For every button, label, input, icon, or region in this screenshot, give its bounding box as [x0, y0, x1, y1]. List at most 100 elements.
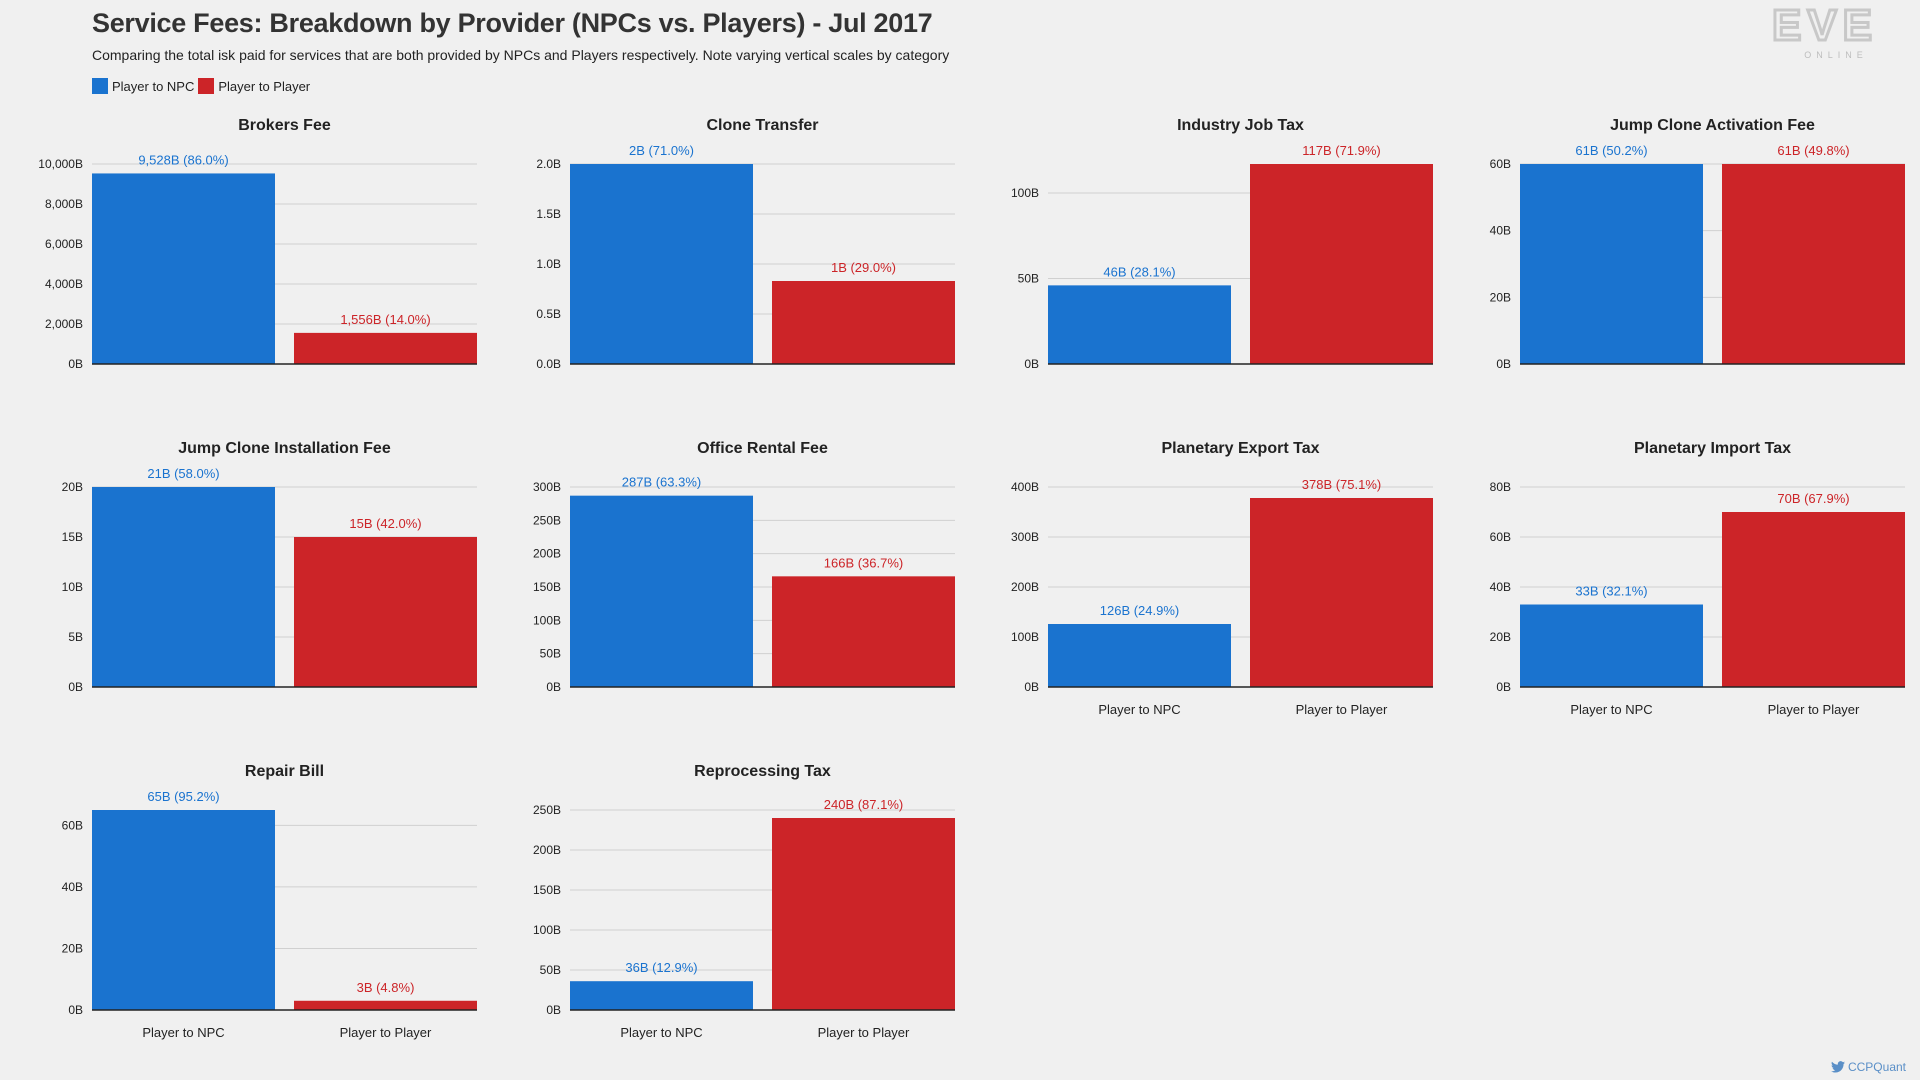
y-tick-label: 100B [533, 613, 561, 627]
bar-player-to-npc[interactable] [1048, 624, 1231, 687]
bar-player-to-npc[interactable] [570, 495, 753, 687]
y-tick-label: 20B [1490, 630, 1511, 644]
y-tick-label: 250B [533, 803, 561, 817]
data-label: 3B (4.8%) [357, 980, 415, 995]
bar-player-to-player[interactable] [1250, 498, 1433, 687]
y-tick-label: 60B [1490, 530, 1511, 544]
legend-label-npc: Player to NPC [112, 78, 195, 94]
y-tick-label: 0B [546, 1003, 561, 1017]
legend-swatch-npc [92, 78, 108, 94]
legend-swatch-player [198, 78, 215, 94]
bar-player-to-player[interactable] [294, 332, 477, 364]
bar-player-to-npc[interactable] [1520, 604, 1703, 688]
twitter-bird-icon [1830, 1061, 1845, 1073]
bar-player-to-player[interactable] [772, 576, 955, 687]
chart-title: Jump Clone Installation Fee [178, 440, 391, 457]
bar-player-to-player[interactable] [1722, 164, 1905, 364]
data-label: 9,528B (86.0%) [138, 152, 228, 167]
y-tick-label: 20B [62, 480, 83, 494]
y-tick-label: 200B [533, 843, 561, 857]
y-tick-label: 200B [1011, 580, 1039, 594]
x-category-label: Player to Player [340, 1025, 432, 1040]
data-label: 2B (71.0%) [629, 143, 694, 158]
y-tick-label: 200B [533, 547, 561, 561]
y-tick-label: 20B [62, 941, 83, 955]
logo-word: EVE [1772, 2, 1878, 50]
y-tick-label: 50B [540, 647, 561, 661]
chart-planetary-import-tax: Planetary Import Tax 0B 20B 40B 60B 80B 33B (3… [1490, 440, 1905, 717]
bar-player-to-player[interactable] [772, 281, 955, 364]
y-tick-label: 0.5B [536, 307, 561, 321]
y-tick-label: 0.0B [536, 357, 561, 371]
y-tick-label: 100B [1011, 186, 1039, 200]
bar-player-to-player[interactable] [1250, 164, 1433, 364]
chart-brokers-fee: Brokers Fee 0B 2,000B 4,000B 6,000B 8,000B 10,… [38, 117, 477, 371]
y-tick-label: 10,000B [38, 157, 83, 171]
chart-jump-clone-installation-fee: Jump Clone Installation Fee 0B 5B 10B 15B 20B… [62, 440, 477, 694]
chart-clone-transfer: Clone Transfer 0.0B 0.5B 1.0B 1.5B 2.0B 2B (71… [536, 117, 955, 371]
y-tick-label: 6,000B [45, 237, 83, 251]
bar-player-to-npc[interactable] [1048, 285, 1231, 364]
y-tick-label: 1.0B [536, 257, 561, 271]
data-label: 1B (29.0%) [831, 260, 896, 275]
chart-reprocessing-tax: Reprocessing Tax 0B 50B 100B 150B 200B 250B 36B… [533, 763, 955, 1040]
chart-title: Industry Job Tax [1177, 117, 1304, 134]
data-label: 61B (50.2%) [1575, 143, 1647, 158]
data-label: 61B (49.8%) [1777, 143, 1849, 158]
chart-title: Planetary Export Tax [1162, 440, 1320, 457]
data-label: 65B (95.2%) [147, 789, 219, 804]
y-tick-label: 150B [533, 580, 561, 594]
chart-planetary-export-tax: Planetary Export Tax 0B 100B 200B 300B 400B 12… [1011, 440, 1433, 717]
bar-player-to-player[interactable] [1722, 512, 1905, 687]
chart-title: Planetary Import Tax [1634, 440, 1791, 457]
credit[interactable]: CCPQuant [1830, 1060, 1906, 1074]
chart-title: Office Rental Fee [697, 440, 828, 457]
bar-player-to-player[interactable] [294, 537, 477, 687]
bar-player-to-player[interactable] [772, 818, 955, 1010]
x-category-label: Player to NPC [1098, 702, 1180, 717]
chart-repair-bill: Repair Bill 0B 20B 40B 60B 65B (95.2%) Player … [62, 763, 477, 1040]
bar-player-to-npc[interactable] [1520, 164, 1703, 364]
y-tick-label: 50B [540, 963, 561, 977]
chart-title: Clone Transfer [706, 117, 818, 134]
chart-office-rental-fee: Office Rental Fee 0B 50B 100B 150B 200B 250B 30… [533, 440, 955, 694]
y-tick-label: 60B [1490, 157, 1511, 171]
chart-title: Brokers Fee [238, 117, 331, 134]
y-tick-label: 15B [62, 530, 83, 544]
y-tick-label: 40B [62, 880, 83, 894]
y-tick-label: 4,000B [45, 277, 83, 291]
legend-item-player[interactable]: Player to Player [198, 78, 310, 94]
bar-player-to-player[interactable] [294, 1000, 477, 1010]
bar-player-to-npc[interactable] [92, 810, 275, 1010]
bar-player-to-npc[interactable] [92, 173, 275, 364]
bar-player-to-npc[interactable] [570, 981, 753, 1010]
y-tick-label: 2.0B [536, 157, 561, 171]
y-tick-label: 60B [62, 818, 83, 832]
data-label: 240B (87.1%) [824, 797, 904, 812]
y-tick-label: 100B [1011, 630, 1039, 644]
y-tick-label: 20B [1490, 290, 1511, 304]
y-tick-label: 2,000B [45, 317, 83, 331]
y-tick-label: 80B [1490, 480, 1511, 494]
chart-title: Reprocessing Tax [694, 763, 831, 780]
data-label: 70B (67.9%) [1777, 491, 1849, 506]
y-tick-label: 10B [62, 580, 83, 594]
chart-jump-clone-activation-fee: Jump Clone Activation Fee 0B 20B 40B 60B 61B … [1490, 117, 1905, 371]
credit-handle: CCPQuant [1847, 1060, 1906, 1074]
y-tick-label: 0B [1024, 680, 1039, 694]
bar-player-to-npc[interactable] [570, 164, 753, 364]
legend-item-npc[interactable]: Player to NPC [92, 78, 194, 94]
chart-title: Repair Bill [245, 763, 324, 780]
y-tick-label: 0B [1024, 357, 1039, 371]
y-tick-label: 0B [68, 680, 83, 694]
x-category-label: Player to Player [1768, 702, 1860, 717]
data-label: 36B (12.9%) [625, 960, 697, 975]
y-tick-label: 0B [1496, 680, 1511, 694]
chart-title: Jump Clone Activation Fee [1610, 117, 1815, 134]
data-label: 33B (32.1%) [1575, 584, 1647, 599]
bar-player-to-npc[interactable] [92, 487, 275, 687]
y-tick-label: 0B [68, 357, 83, 371]
data-label: 378B (75.1%) [1302, 477, 1382, 492]
